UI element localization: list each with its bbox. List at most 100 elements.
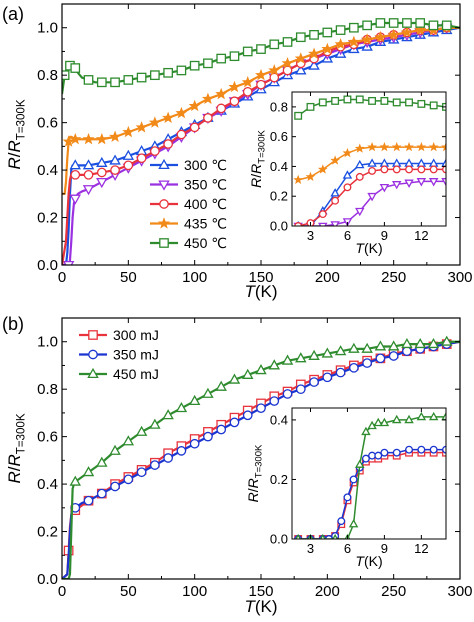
data-point-s3-1 [69,475,81,486]
panel-label-a: (a) [2,4,24,24]
data-point-s2-2 [83,495,94,506]
data-point-s3-13 [442,165,446,174]
data-point-s2-14 [242,410,253,421]
data-point-s4-10 [175,106,188,119]
data-point-s3-16 [441,411,446,421]
legend-swatch-marker [159,199,169,209]
x-tick-label: 300 [447,269,472,286]
data-point-s2-7 [367,192,377,202]
data-point-s1-5 [342,170,353,179]
x-tick-label: 0 [58,269,66,286]
data-point-s3-3 [96,167,107,178]
data-point-s5-18 [269,39,280,50]
data-point-s3-10 [405,165,413,174]
y-tick-label: 0.2 [37,210,58,227]
data-point-s3-8 [380,165,389,174]
data-point-s5-30 [428,20,439,31]
data-point-s3-4 [109,444,121,455]
data-point-s4-27 [400,26,413,38]
data-point-s2-22 [349,362,359,373]
data-point-s3-2 [82,466,95,477]
y-tick-label: 0.4 [270,159,288,174]
data-point-s5-31 [441,20,452,31]
data-point-s5-27 [388,18,399,28]
data-point-s3-13 [404,414,414,424]
x-tick-label: 200 [315,583,340,600]
x-tick-label: 100 [182,269,207,286]
data-point-s3-14 [416,411,427,421]
data-point-s4-12 [201,92,214,105]
data-point-s3-24 [374,340,387,351]
data-point-s2-16 [417,445,426,454]
data-point-s4-8 [148,116,161,128]
data-point-s3-9 [175,402,188,413]
data-point-s5-13 [203,58,213,69]
data-point-s3-5 [123,160,134,171]
data-point-s2-12 [428,178,439,187]
data-point-s3-23 [361,342,373,353]
data-point-s1-7 [367,158,377,167]
data-point-s1-2 [82,159,95,170]
data-point-s4-23 [347,35,360,48]
data-point-s2-11 [203,431,213,442]
y-tick-label: 0.6 [37,429,58,446]
y-tick-label: 1.0 [37,334,58,351]
legend-label: 450 ℃ [184,235,227,251]
data-point-s2-7 [343,493,352,502]
data-point-s3-20 [321,347,334,358]
data-point-s1-3 [96,156,108,167]
data-point-s5-15 [229,51,240,62]
data-point-s4-10 [404,141,414,152]
plot-frame [291,91,447,227]
data-point-s3-15 [428,411,439,421]
data-point-s4-17 [268,64,281,76]
data-point-s3-13 [229,96,240,107]
data-point-s3-10 [188,394,201,406]
data-point-s2-13 [380,448,389,457]
y-tick-label: 0.0 [270,532,288,547]
data-point-s2-8 [163,453,173,463]
x-tick-label: 0 [58,583,66,600]
data-point-s3-3 [318,210,327,219]
data-point-s2-3 [82,185,95,196]
legend-item-1: 300 ℃ [150,157,227,173]
plot-frame [291,407,447,540]
data-point-s4-2 [69,132,82,145]
data-point-s3-7 [149,418,161,429]
data-point-s5-24 [349,22,359,33]
x-tick-label: 12 [414,541,428,556]
legend-label: 450 mJ [113,366,159,382]
x-tick-label: 250 [381,583,406,600]
data-point-s4-7 [367,141,377,152]
y-tick-label: 1.0 [37,20,58,37]
data-point-s3-12 [215,380,227,391]
data-point-s3-27 [414,337,426,349]
data-point-s4-24 [361,33,374,45]
legend-label: 435 ℃ [184,216,227,232]
data-point-s5-29 [415,18,426,28]
data-point-s3-16 [268,359,280,370]
x-axis-label: T(K) [355,240,382,256]
x-tick-label: 50 [120,269,137,286]
y-axis-label: R/RT=300K [5,99,27,169]
y-axis-label: R/RT=300K [245,444,265,502]
legend-item-3: 400 ℃ [150,196,227,212]
data-point-s5-4 [83,75,94,85]
data-point-s3-7 [368,166,377,175]
data-point-s5-26 [375,18,386,28]
data-point-s2-18 [442,445,446,454]
y-tick-label: 0.8 [37,67,58,84]
data-point-s5-17 [256,44,266,54]
data-point-s5-14 [216,53,227,64]
data-point-s5-7 [123,75,134,85]
data-point-s3-18 [295,352,307,363]
y-tick-label: 0.6 [37,115,58,132]
data-point-s1-5 [122,149,135,160]
legend-label: 300 mJ [113,327,159,343]
data-point-s2-5 [123,474,134,485]
plot-area [62,18,460,265]
data-point-s2-17 [429,445,438,454]
data-point-s3-3 [96,456,108,467]
data-point-s2-3 [96,488,107,499]
y-tick-label: 0.2 [270,472,288,487]
